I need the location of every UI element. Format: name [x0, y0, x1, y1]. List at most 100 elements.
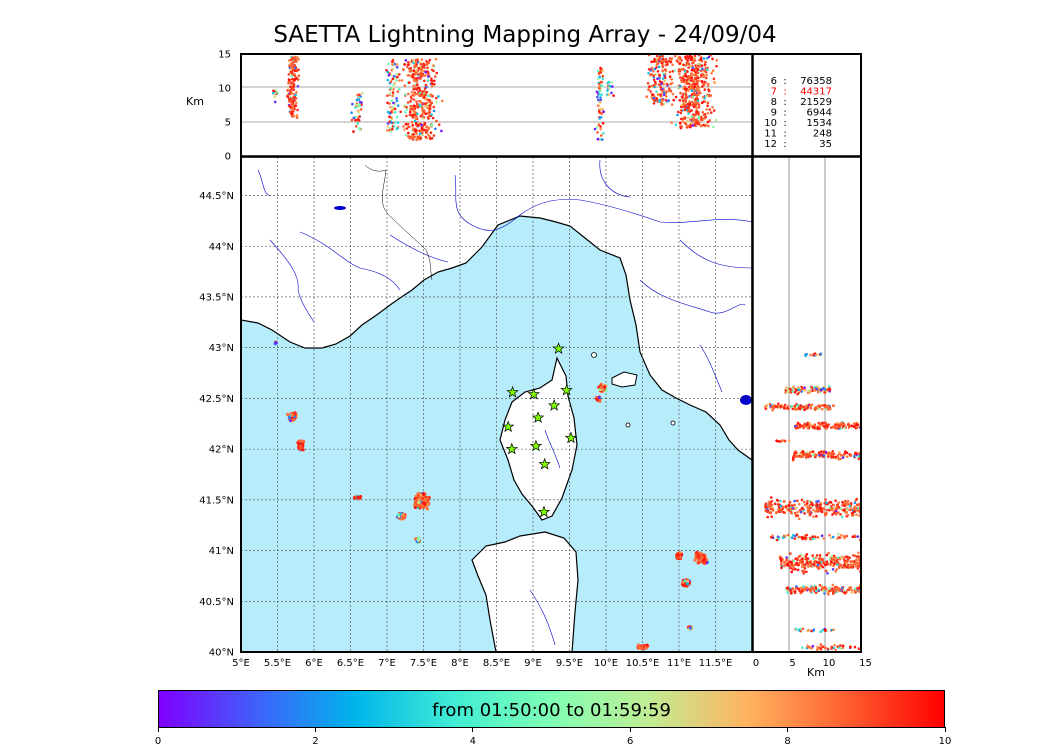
lightning-source — [601, 77, 605, 81]
lightning-source — [784, 534, 787, 537]
lightning-source — [680, 80, 684, 83]
lightning-source — [800, 507, 804, 510]
lightning-source — [793, 503, 796, 507]
lma-station-star — [506, 385, 519, 398]
lightning-source — [782, 406, 786, 409]
lightning-source — [774, 405, 777, 408]
lightning-source — [699, 115, 703, 119]
lightning-source — [430, 85, 434, 88]
lightning-source — [804, 456, 808, 459]
lightning-source — [411, 124, 415, 127]
lightning-source — [393, 74, 396, 78]
lightning-source — [412, 113, 415, 117]
lightning-source — [689, 58, 692, 61]
lightning-source — [688, 54, 692, 58]
longitude-tick-labels: 5°E 5.5°E 6°E 6.5°E 7°E 7.5°E 8°E 8.5°E 9°E 9.5°E… — [232, 658, 732, 669]
lat-tick-label: 40°N — [209, 648, 234, 659]
lightning-source — [293, 69, 297, 72]
lightning-source — [845, 510, 849, 514]
lightning-source — [664, 58, 668, 61]
lightning-source — [822, 587, 825, 591]
lightning-source — [785, 558, 789, 561]
lightning-source — [408, 125, 411, 129]
lightning-source — [783, 564, 786, 567]
lightning-source — [413, 503, 417, 507]
lightning-source — [849, 454, 853, 458]
lightning-source — [657, 83, 661, 86]
lightning-source — [396, 75, 399, 79]
lightning-source — [678, 62, 681, 66]
lightning-source — [648, 68, 651, 71]
lightning-source — [680, 68, 683, 71]
lightning-source — [655, 97, 659, 100]
lightning-source — [410, 97, 413, 100]
lightning-source — [776, 503, 780, 506]
lightning-source — [672, 98, 675, 102]
lightning-source — [847, 557, 850, 561]
count-level: 10 — [764, 118, 777, 129]
lightning-source — [844, 450, 847, 454]
lightning-source — [291, 107, 295, 110]
lightning-source — [787, 405, 790, 408]
lightning-source — [797, 628, 801, 632]
lightning-source — [690, 109, 693, 112]
lightning-source — [428, 104, 432, 108]
lightning-source — [355, 103, 359, 107]
lightning-source — [393, 107, 397, 111]
lightning-source — [794, 587, 798, 590]
lightning-source — [405, 114, 408, 118]
lightning-source — [418, 60, 422, 64]
colorbar-tick-label: 4 — [469, 736, 476, 747]
count-level: 9 — [771, 108, 777, 119]
lightning-source — [788, 535, 791, 539]
lightning-source — [831, 568, 835, 571]
lightning-source — [837, 501, 840, 504]
lightning-source — [424, 70, 428, 74]
lightning-source — [855, 555, 859, 558]
lightning-source — [702, 95, 705, 99]
lightning-source — [854, 564, 858, 568]
lightning-source — [657, 65, 661, 69]
lightning-source — [358, 115, 361, 118]
lightning-source — [422, 111, 425, 114]
lat-tick-label: 43°N — [209, 343, 234, 354]
lightning-source — [423, 66, 426, 69]
lightning-source — [393, 125, 396, 128]
lightning-source — [814, 556, 818, 560]
lightning-source — [705, 108, 708, 111]
lightning-source — [685, 119, 689, 123]
lightning-source — [856, 567, 860, 570]
lightning-source — [703, 88, 707, 91]
lightning-source — [408, 110, 412, 114]
lightning-source — [831, 450, 835, 453]
lightning-source — [697, 105, 701, 109]
lightning-source — [407, 131, 410, 135]
lightning-source — [822, 404, 825, 407]
lightning-source — [387, 73, 391, 77]
lightning-source — [399, 110, 403, 114]
lightning-source — [423, 79, 426, 83]
lightning-source — [658, 73, 661, 77]
lightning-source — [417, 500, 421, 504]
lightning-source — [701, 85, 704, 88]
lightning-source — [689, 121, 693, 125]
lightning-source — [832, 628, 835, 631]
lightning-source — [820, 534, 824, 537]
lightning-source — [602, 132, 605, 135]
lightning-source — [853, 645, 857, 649]
lightning-source — [670, 121, 673, 124]
lightning-source — [825, 560, 829, 563]
lightning-source — [358, 100, 362, 104]
lightning-source — [814, 586, 818, 589]
lightning-source — [693, 83, 697, 86]
lightning-source — [684, 95, 688, 98]
lightning-source — [418, 94, 422, 98]
lightning-source — [683, 87, 687, 91]
lightning-source — [395, 79, 398, 82]
lightning-source — [797, 391, 800, 395]
lightning-source — [835, 505, 839, 509]
lightning-source — [833, 590, 837, 593]
lightning-source — [849, 645, 852, 649]
lightning-source — [779, 499, 782, 503]
lightning-source — [668, 70, 672, 74]
